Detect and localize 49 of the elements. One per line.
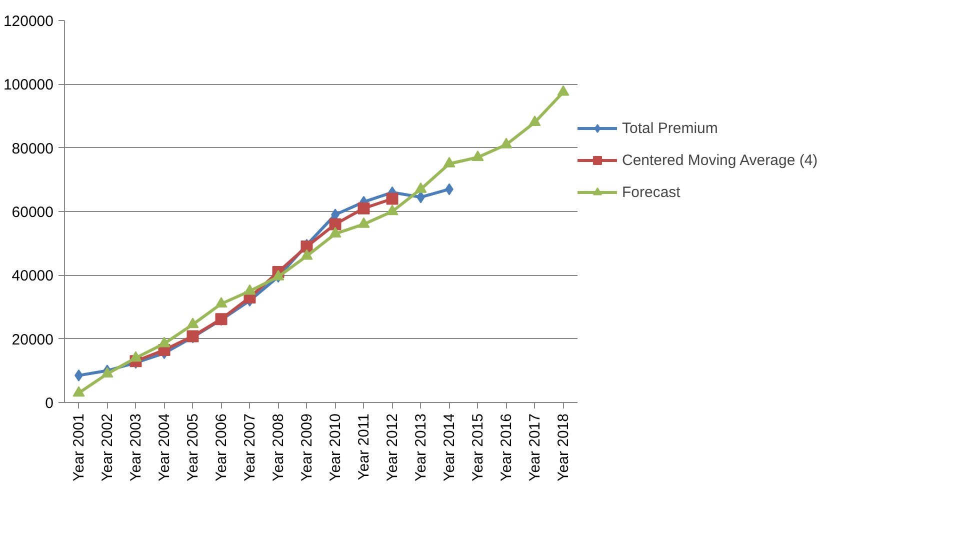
point bbox=[500, 138, 512, 148]
legend-label: Centered Moving Average (4) bbox=[622, 152, 818, 168]
x-tick-label: Year 2006 bbox=[212, 413, 230, 482]
x-tick-label: Year 2002 bbox=[98, 413, 116, 482]
point bbox=[272, 270, 284, 280]
x-tick-label: Year 2014 bbox=[440, 413, 458, 482]
x-tick-label: Year 2010 bbox=[326, 413, 344, 482]
y-tick-label: 40000 bbox=[12, 268, 54, 285]
point bbox=[557, 85, 570, 96]
y-tick-label: 20000 bbox=[12, 331, 54, 348]
point bbox=[472, 150, 484, 162]
point bbox=[358, 202, 370, 214]
point bbox=[72, 386, 85, 397]
point bbox=[386, 204, 398, 216]
point bbox=[130, 351, 142, 362]
x-tick-label: Year 2003 bbox=[127, 413, 144, 482]
y-tick-label: 0 bbox=[45, 395, 54, 412]
point bbox=[215, 296, 228, 308]
x-tick-label: Year 2011 bbox=[355, 413, 372, 480]
legend-label: Forecast bbox=[622, 184, 680, 200]
x-tick-label: Year 2017 bbox=[526, 413, 544, 482]
point bbox=[101, 367, 114, 378]
point bbox=[329, 218, 342, 230]
point bbox=[386, 192, 398, 205]
point bbox=[186, 318, 199, 328]
x-tick-label: Year 2016 bbox=[498, 413, 515, 482]
y-tick-label: 80000 bbox=[12, 140, 54, 158]
point bbox=[158, 336, 170, 348]
x-tick-label: Year 2015 bbox=[469, 413, 486, 482]
x-tick-label: Year 2018 bbox=[554, 413, 572, 482]
x-tick-label: Year 2008 bbox=[270, 413, 287, 482]
point bbox=[443, 156, 456, 168]
x-tick-label: Year 2004 bbox=[156, 413, 173, 482]
point bbox=[528, 116, 541, 126]
x-tick-label: Year 2001 bbox=[70, 413, 88, 482]
x-tick-label: Year 2005 bbox=[184, 413, 202, 482]
point bbox=[329, 226, 342, 238]
point bbox=[358, 217, 370, 228]
point bbox=[300, 249, 313, 260]
legend-label: Total Premium bbox=[622, 120, 718, 136]
x-tick-label: Year 2007 bbox=[241, 413, 258, 482]
x-tick-label: Year 2009 bbox=[298, 413, 316, 482]
y-tick-label: 60000 bbox=[12, 204, 54, 221]
y-tick-label: 100000 bbox=[3, 76, 54, 94]
point bbox=[244, 284, 256, 295]
point bbox=[414, 182, 427, 193]
y-tick-label: 120000 bbox=[3, 13, 54, 30]
x-tick-label: Year 2013 bbox=[412, 413, 430, 482]
x-tick-label: Year 2012 bbox=[384, 413, 401, 482]
